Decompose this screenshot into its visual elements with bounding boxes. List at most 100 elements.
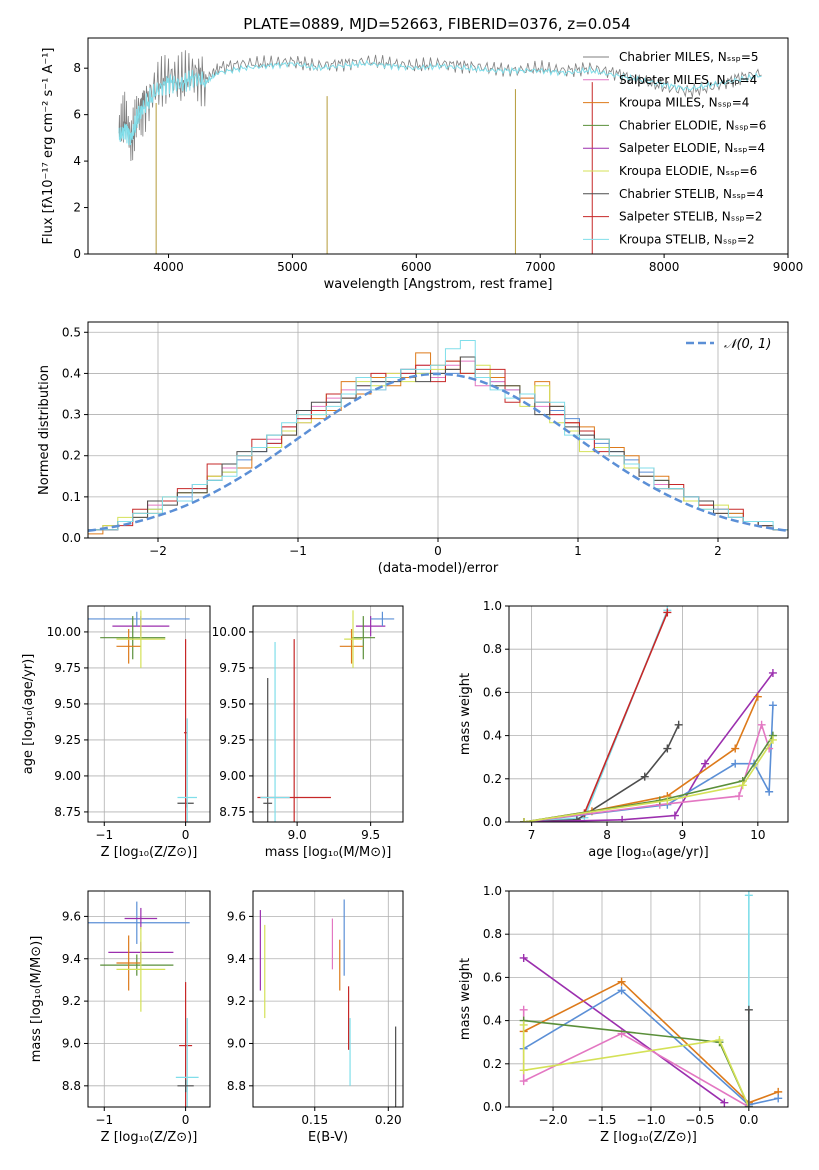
x-tick-label: 9 (679, 828, 687, 842)
y-tick-label: 0.0 (483, 815, 502, 829)
y-tick-label: 0.1 (62, 490, 81, 504)
spectrum-line-model (118, 59, 762, 146)
y-tick-label: 9.4 (62, 952, 81, 966)
x-axis-label: age [log₁₀(age/yr)] (588, 845, 709, 860)
x-axis-label: wavelength [Angstrom, rest frame] (324, 277, 553, 292)
legend-entry: Salpeter STELIB, Nₛₛₚ=2 (619, 210, 763, 224)
axes-spectrum: 4000 5000 6000 7000 8000 9000 0 2 4 6 8 wavelength … (41, 48, 803, 293)
x-tick-label: 9000 (773, 260, 804, 274)
mass-weight-marker (663, 744, 672, 753)
x-tick-label: −0.5 (685, 1113, 714, 1127)
mass-weight-marker (757, 720, 766, 729)
y-axis-label: mass weight (458, 673, 473, 755)
x-tick-label: 7 (528, 828, 536, 842)
y-tick-label: 9.75 (219, 661, 246, 675)
y-tick-label: 9.00 (54, 769, 81, 783)
y-axis-label: Flux [fλ10⁻¹⁷ erg cm⁻² s⁻¹ A⁻¹] (41, 48, 56, 245)
series-group (88, 340, 788, 538)
x-axis-label: mass [log₁₀(M/M⊙)] (265, 845, 392, 860)
y-tick-label: 0.2 (62, 449, 81, 463)
x-tick-label: 9.5 (361, 828, 380, 842)
x-tick-label: −2.0 (538, 1113, 567, 1127)
x-tick-label: 9.0 (288, 828, 307, 842)
y-tick-label: 4 (73, 154, 81, 168)
mass-weight-marker (519, 1020, 528, 1029)
mass-weight-marker (519, 953, 528, 962)
legend-entry: Salpeter ELODIE, Nₛₛₚ=4 (619, 141, 765, 155)
y-axis-label: mass [log₁₀(M/M⊙)] (29, 936, 44, 1063)
mass-weight-marker (674, 720, 683, 729)
mass-weight-marker (768, 668, 777, 677)
mass-weight-marker (617, 977, 626, 986)
axes-age_vs_Z: −1 0 8.75 9.00 9.25 9.50 9.75 10.00 Z [log₁₀(Z/Z… (21, 606, 210, 860)
mass-weight-marker (520, 818, 529, 822)
axes-massweight_vs_age: 7 8 9 10 0.0 0.2 0.4 0.6 0.8 1.0 age [log₁₀(age/yr… (458, 599, 788, 860)
y-tick-label: 0.6 (483, 970, 502, 984)
x-tick-label: −1 (95, 1113, 113, 1127)
series-group (259, 899, 397, 1107)
x-tick-label: 8 (603, 828, 611, 842)
mass-weight-marker (768, 735, 777, 744)
axes-frame (252, 605, 404, 823)
mass-weight-line (524, 610, 669, 822)
y-tick-label: 0.2 (483, 772, 502, 786)
y-tick-label: 1.0 (483, 599, 502, 613)
y-tick-label: 0.0 (62, 531, 81, 545)
mass-weight-marker (765, 787, 774, 796)
y-tick-label: 9.00 (219, 769, 246, 783)
y-tick-label: 0.6 (483, 685, 502, 699)
y-tick-label: 9.6 (227, 909, 246, 923)
x-tick-label: 0 (182, 1113, 190, 1127)
mass-weight-marker (663, 608, 672, 617)
axes-frame (87, 605, 211, 823)
y-tick-label: 8 (73, 61, 81, 75)
x-tick-label: −2 (149, 544, 167, 558)
x-axis-label: Z [log₁₀(Z/Z⊙)] (101, 845, 198, 860)
y-tick-label: 9.2 (227, 994, 246, 1008)
figure-title: PLATE=0889, MJD=52663, FIBERID=0376, z=0… (243, 15, 630, 33)
histogram-series (88, 340, 788, 538)
mass-weight-marker (617, 986, 626, 995)
mass-weight-marker (738, 781, 747, 790)
mass-weight-marker (774, 1094, 783, 1103)
y-tick-label: 8.8 (62, 1079, 81, 1093)
y-tick-label: 0.0 (483, 1100, 502, 1114)
mass-weight-line (523, 739, 774, 822)
x-tick-label: 0.0 (739, 1113, 758, 1127)
mass-weight-marker (572, 815, 581, 822)
spectrum-legend: Chabrier MILES, Nₛₛₚ=5 Salpeter MILES, Nₛ… (583, 50, 766, 246)
y-axis-label: mass weight (458, 958, 473, 1040)
mass-weight-line (523, 957, 725, 1104)
axes-frame (87, 321, 789, 539)
legend-entry: Kroupa ELODIE, Nₛₛₚ=6 (619, 164, 757, 178)
axes-frame (87, 37, 789, 255)
series-group (118, 50, 762, 254)
series-group (88, 610, 197, 822)
y-tick-label: 2 (73, 201, 81, 215)
x-tick-label: 7000 (525, 260, 556, 274)
x-tick-label: 0 (434, 544, 442, 558)
x-tick-label: 5000 (277, 260, 308, 274)
y-tick-label: 9.25 (219, 733, 246, 747)
legend-entry: Chabrier ELODIE, Nₛₛₚ=6 (619, 118, 766, 132)
mass-weight-marker (731, 744, 740, 753)
mass-weight-marker (768, 701, 777, 710)
y-tick-label: 0.4 (62, 366, 81, 380)
legend-entry: Kroupa MILES, Nₛₛₚ=4 (619, 96, 749, 110)
legend-entry: Chabrier STELIB, Nₛₛₚ=4 (619, 187, 764, 201)
y-tick-label: 9.2 (62, 994, 81, 1008)
x-tick-label: −1.5 (587, 1113, 616, 1127)
mass-weight-marker (701, 759, 710, 768)
y-tick-label: 0.8 (483, 642, 502, 656)
mass-weight-line (523, 989, 779, 1106)
mass-weight-marker (618, 815, 627, 822)
series-group (88, 901, 199, 1107)
y-tick-label: 0.3 (62, 408, 81, 422)
mass-weight-marker (670, 811, 679, 820)
y-tick-label: 0.2 (483, 1057, 502, 1071)
legend-entry: Salpeter MILES, Nₛₛₚ=4 (619, 73, 757, 87)
y-tick-label: 9.6 (62, 909, 81, 923)
series-group (519, 891, 783, 1107)
x-tick-label: 2 (714, 544, 722, 558)
